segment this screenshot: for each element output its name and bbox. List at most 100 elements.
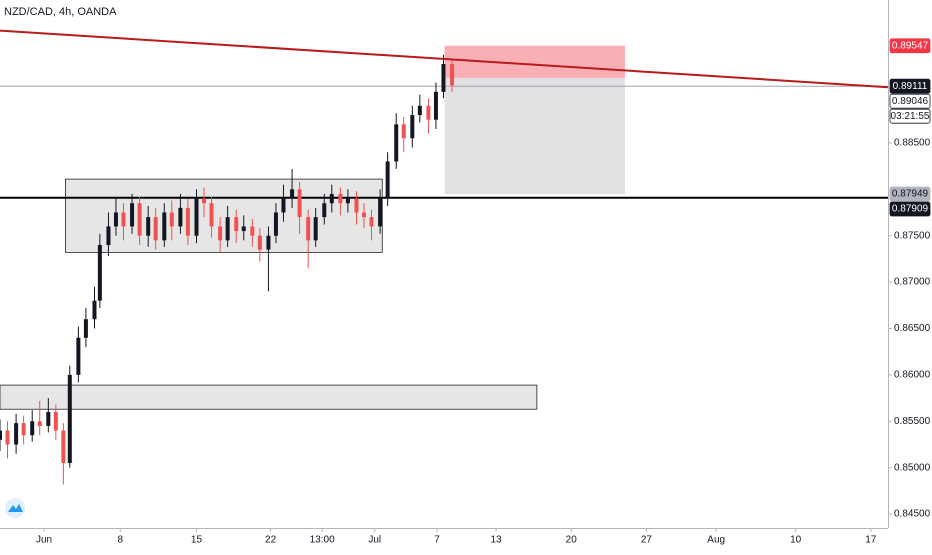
- candle-body: [5, 430, 10, 445]
- y-tick-label: 0.87500: [894, 230, 931, 241]
- chart-title: NZD/CAD, 4h, OANDA: [4, 6, 117, 18]
- candle-body: [97, 244, 102, 301]
- candle-body: [0, 430, 2, 440]
- candle-body: [137, 203, 142, 236]
- candle-body: [67, 374, 72, 464]
- candle-body: [83, 319, 88, 338]
- candle-body: [241, 226, 246, 232]
- candle-body: [385, 161, 390, 199]
- candle-body: [53, 412, 58, 431]
- candle-body: [369, 217, 374, 227]
- candle-body: [130, 203, 135, 227]
- candle-body: [202, 198, 207, 204]
- candle-body: [306, 217, 311, 241]
- target-zone: [444, 77, 625, 195]
- x-tick-label: 20: [566, 535, 578, 546]
- candle-body: [394, 124, 399, 162]
- x-tick-label: 22: [265, 535, 277, 546]
- price-label-bg: [889, 201, 931, 217]
- candle-body: [185, 207, 190, 236]
- x-tick-label: Jun: [36, 535, 52, 546]
- stop-zone: [444, 45, 625, 78]
- candle-body: [250, 226, 255, 236]
- candle-body: [354, 198, 359, 213]
- candle-body: [153, 217, 158, 241]
- candle-body: [37, 421, 42, 426]
- logo-mark[interactable]: [8, 504, 23, 512]
- trendline: [0, 29, 889, 89]
- candle-body: [273, 212, 278, 236]
- candle-body: [106, 226, 111, 245]
- x-tick-label: 15: [191, 535, 203, 546]
- price-label: 0.87949: [892, 189, 929, 200]
- y-tick-label: 0.88500: [894, 138, 931, 149]
- candle-body: [234, 217, 239, 232]
- candle-body: [194, 198, 199, 236]
- candle-body: [417, 105, 422, 116]
- candle-body: [362, 212, 367, 218]
- x-tick-label: 10: [790, 535, 802, 546]
- candle-body: [14, 423, 19, 445]
- candle-body: [21, 423, 26, 436]
- candle-body: [92, 300, 97, 320]
- y-tick-label: 0.86500: [894, 323, 931, 334]
- price-label: 0.89111: [893, 81, 928, 92]
- x-tick-label: 13: [491, 535, 503, 546]
- candle-body: [441, 64, 446, 92]
- candle-body: [46, 412, 51, 426]
- candle-body: [61, 430, 66, 464]
- price-label-bg: [889, 38, 931, 54]
- candle-body: [209, 203, 214, 227]
- candle-body: [76, 337, 81, 375]
- x-tick-label: 8: [117, 535, 123, 546]
- candle-body: [450, 64, 455, 86]
- candle-body: [113, 212, 118, 227]
- price-label-bg: [889, 93, 931, 109]
- candle-body: [338, 193, 343, 204]
- candle-body: [162, 212, 167, 241]
- x-tick-label: 7: [434, 535, 440, 546]
- candle-body: [178, 207, 183, 227]
- y-tick-label: 0.84500: [894, 509, 931, 520]
- candle-body: [322, 203, 327, 218]
- x-tick-label: 17: [865, 535, 877, 546]
- y-tick-label: 0.85000: [894, 462, 931, 473]
- price-label: 0.87909: [892, 204, 929, 215]
- candle-body: [266, 235, 271, 250]
- candle-body: [257, 235, 262, 250]
- candle-body: [401, 124, 406, 139]
- candle-body: [225, 217, 230, 241]
- candle-body: [169, 212, 174, 227]
- candle-body: [378, 198, 383, 227]
- candle-body: [313, 217, 318, 241]
- candle-body: [290, 189, 295, 199]
- candle-body: [281, 198, 286, 213]
- logo[interactable]: [5, 498, 25, 518]
- price-label: 0.89046: [892, 96, 929, 107]
- y-tick-label: 0.86000: [894, 370, 931, 381]
- x-tick-label: 13:00: [310, 535, 335, 546]
- zone: [65, 178, 383, 253]
- price-label: 0.89547: [892, 40, 929, 51]
- candle-body: [410, 115, 415, 139]
- candle-body: [297, 189, 302, 218]
- candle-body: [345, 198, 350, 204]
- countdown: 03:21:55: [891, 111, 930, 122]
- zone: [0, 384, 538, 410]
- candle-body: [329, 193, 334, 204]
- price-label-bg: [889, 78, 931, 94]
- candle-body: [426, 105, 431, 120]
- x-tick-label: Aug: [707, 535, 725, 546]
- x-tick-label: Jul: [368, 535, 381, 546]
- candle-body: [218, 226, 223, 241]
- price-label-bg: [889, 186, 931, 202]
- candle-body: [30, 421, 35, 436]
- y-tick-label: 0.87000: [894, 277, 931, 288]
- candle-body: [146, 217, 151, 236]
- candle-body: [121, 212, 126, 227]
- y-tick-label: 0.85500: [894, 416, 931, 427]
- countdown-bg: [889, 108, 931, 124]
- x-tick-label: 27: [641, 535, 653, 546]
